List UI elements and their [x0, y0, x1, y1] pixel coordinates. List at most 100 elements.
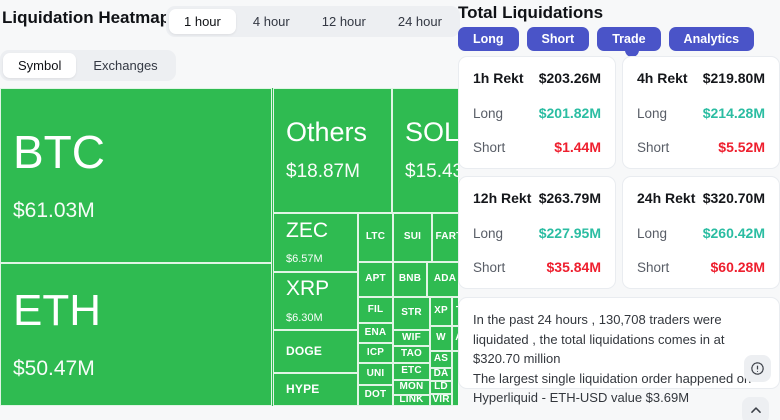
- tile-symbol: ETC: [401, 365, 422, 377]
- long-label: Long: [473, 225, 504, 241]
- treemap-tile-da[interactable]: DA: [430, 368, 452, 381]
- treemap-tile-blank[interactable]: [452, 351, 458, 406]
- page-title: Liquidation Heatmap: [2, 8, 171, 27]
- short-button[interactable]: Short: [526, 27, 590, 51]
- treemap-tile-ltc[interactable]: LTC: [358, 213, 393, 262]
- treemap-tile-others[interactable]: Others $18.87M: [273, 88, 392, 213]
- treemap-tile-fil[interactable]: FIL: [358, 297, 393, 323]
- short-label: Short: [473, 140, 506, 155]
- treemap-tile-ld[interactable]: LD: [430, 381, 452, 394]
- long-value: $214.28M: [702, 104, 765, 121]
- tile-symbol: ZEC: [286, 218, 328, 242]
- period-label: 12h Rekt: [473, 190, 532, 206]
- tile-symbol: TAO: [401, 348, 422, 360]
- tile-symbol: LTC: [365, 231, 386, 243]
- treemap-tile-str[interactable]: STR: [393, 297, 430, 330]
- chevron-up-icon[interactable]: [742, 397, 769, 420]
- long-label: Long: [637, 105, 668, 121]
- treemap-tile-bnb[interactable]: BNB: [393, 262, 427, 297]
- treemap-tile-wif[interactable]: WIF: [393, 330, 430, 346]
- treemap-tile-fart[interactable]: FART: [432, 213, 458, 262]
- long-value: $260.42M: [702, 224, 765, 241]
- tile-symbol: BTC: [13, 125, 105, 178]
- tile-symbol: STR: [401, 307, 422, 319]
- treemap-tile-w[interactable]: W: [430, 326, 452, 351]
- treemap-tile-doge[interactable]: DOGE: [273, 330, 358, 373]
- treemap-tile-apt[interactable]: APT: [358, 262, 393, 297]
- tab-symbol[interactable]: Symbol: [3, 53, 77, 78]
- treemap-tile-zec[interactable]: ZEC $6.57M: [273, 213, 358, 272]
- tile-symbol: WIF: [402, 331, 421, 343]
- treemap-tile-xp[interactable]: XP: [430, 297, 452, 326]
- time-range-tabs: 1 hour 4 hour 12 hour 24 hour: [166, 6, 460, 37]
- view-mode-tabs: Symbol Exchanges: [0, 50, 176, 81]
- tab-4-hour[interactable]: 4 hour: [238, 9, 305, 34]
- treemap-tile-vir[interactable]: VIR: [430, 394, 452, 406]
- short-value: $5.52M: [718, 139, 765, 155]
- tab-1-hour[interactable]: 1 hour: [169, 9, 236, 34]
- treemap-tile-hype[interactable]: HYPE: [273, 373, 358, 406]
- rekt-card-12h: 12h Rekt $263.79M Long $227.95M Short $35.8…: [458, 176, 616, 289]
- total-liquidations-title: Total Liquidations: [458, 3, 604, 22]
- alert-badge-icon[interactable]: [744, 355, 771, 382]
- tile-symbol: SUI: [403, 231, 422, 243]
- treemap-tile-mon[interactable]: MON: [393, 380, 430, 395]
- tab-12-hour[interactable]: 12 hour: [307, 9, 381, 34]
- tile-symbol: ADA: [433, 273, 457, 285]
- treemap-tile-ada[interactable]: ADA: [427, 262, 458, 297]
- long-value: $227.95M: [538, 224, 601, 241]
- treemap-tile-uni[interactable]: UNI: [358, 363, 393, 385]
- tile-symbol: XP: [434, 305, 448, 317]
- treemap-tile-ena[interactable]: ENA: [358, 323, 393, 343]
- summary-line-2: The largest single liquidation order hap…: [473, 370, 752, 406]
- total-value: $263.79M: [538, 190, 601, 206]
- period-label: 24h Rekt: [637, 190, 696, 206]
- trade-button[interactable]: Trade: [597, 27, 661, 57]
- treemap-tile-sui[interactable]: SUI: [393, 213, 432, 262]
- tile-value: $50.47M: [13, 356, 95, 380]
- short-value: $35.84M: [546, 259, 601, 275]
- rekt-cards: 1h Rekt $203.26M Long $201.82M Short $1.44M…: [458, 56, 780, 289]
- total-value: $219.80M: [702, 70, 765, 86]
- tile-symbol: SOL: [405, 117, 458, 148]
- tile-symbol: ICP: [366, 346, 385, 358]
- tab-exchanges[interactable]: Exchanges: [78, 53, 172, 78]
- tile-value: $6.30M: [286, 311, 323, 324]
- treemap-tile-dot[interactable]: DOT: [358, 385, 393, 406]
- tile-symbol: A: [455, 333, 458, 344]
- treemap-tile-a[interactable]: A: [452, 326, 458, 351]
- summary-line-1: In the past 24 hours , 130,708 traders w…: [473, 312, 725, 366]
- long-button[interactable]: Long: [458, 27, 519, 51]
- treemap-tile-btc[interactable]: BTC $61.03M: [0, 88, 272, 263]
- treemap-tile-etc[interactable]: ETC: [393, 363, 430, 380]
- total-value: $203.26M: [538, 70, 601, 86]
- treemap-tile-as[interactable]: AS: [430, 351, 452, 368]
- tile-symbol: BNB: [398, 273, 422, 285]
- treemap-tile-sol[interactable]: SOL $15.43M: [392, 88, 458, 213]
- treemap-tile-link[interactable]: LINK: [393, 395, 430, 406]
- tile-symbol: W: [436, 332, 446, 344]
- tile-symbol: FIL: [367, 303, 384, 315]
- rekt-card-4h: 4h Rekt $219.80M Long $214.28M Short $5.52M: [622, 56, 780, 169]
- long-label: Long: [637, 225, 668, 241]
- analytics-button[interactable]: Analytics: [668, 27, 755, 51]
- treemap-tile-icp[interactable]: ICP: [358, 343, 393, 363]
- tile-symbol: ENA: [364, 326, 387, 338]
- short-label: Short: [637, 260, 670, 275]
- tab-24-hour[interactable]: 24 hour: [383, 9, 457, 34]
- treemap-tile-xrp[interactable]: XRP $6.30M: [273, 272, 358, 330]
- tile-value: $18.87M: [286, 160, 360, 182]
- short-label: Short: [637, 140, 670, 155]
- treemap-tile-t[interactable]: T: [452, 297, 458, 326]
- tile-symbol: DA: [433, 368, 449, 380]
- period-label: 4h Rekt: [637, 70, 688, 86]
- tile-value: $15.43M: [405, 160, 458, 182]
- liquidation-action-buttons: Long Short Trade Analytics: [458, 27, 755, 57]
- tile-symbol: MON: [399, 381, 424, 393]
- treemap-tile-tao[interactable]: TAO: [393, 346, 430, 363]
- short-label: Short: [473, 260, 506, 275]
- treemap-tile-eth[interactable]: ETH $50.47M: [0, 263, 272, 406]
- tile-symbol: LINK: [399, 395, 424, 406]
- tile-symbol: UNI: [366, 367, 385, 379]
